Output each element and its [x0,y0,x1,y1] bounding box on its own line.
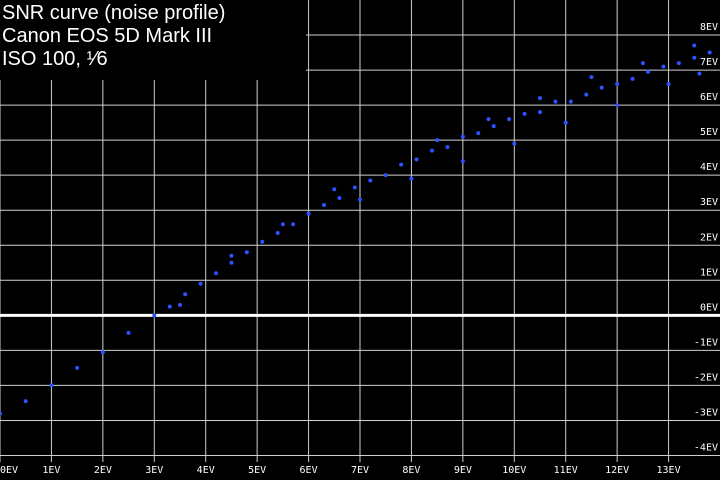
point [198,281,203,286]
point [178,302,182,307]
point [507,117,512,122]
point [460,159,465,164]
y-tick-label: 4EV [700,162,718,173]
point [692,43,697,48]
point [640,61,645,66]
point [522,111,527,116]
x-tick-label: 10EV [502,465,526,476]
y-tick-label: -1EV [694,337,718,348]
x-tick-label: 2EV [94,465,112,476]
point [229,260,234,265]
point [563,120,568,125]
point [260,239,265,244]
point [512,141,517,146]
point [229,253,234,258]
point [666,82,671,87]
point [538,96,542,101]
title-line: ISO 100, ¹⁄6 [2,48,108,70]
point [599,85,604,90]
y-tick-label: 1EV [700,267,718,278]
point [306,211,311,216]
y-tick-label: 8EV [700,22,718,33]
point [589,75,594,80]
point [244,250,249,255]
point [332,187,337,192]
x-tick-label: 6EV [300,465,318,476]
point [152,313,157,318]
x-tick-label: 0EV [0,465,18,476]
x-tick-label: 7EV [351,465,369,476]
point [430,148,434,153]
point [280,222,285,227]
point [697,71,702,76]
title-box [0,0,306,80]
y-tick-label: -3EV [694,407,718,418]
point [214,271,218,276]
point [352,185,357,190]
point [75,365,80,370]
point [615,82,620,87]
point [275,230,280,235]
point [661,64,666,69]
point [167,304,172,309]
y-tick-label: -4EV [694,442,718,453]
point [553,99,558,104]
point [126,330,131,335]
y-tick-label: 5EV [700,127,718,138]
point [183,292,188,297]
x-tick-label: 12EV [605,465,629,476]
x-tick-label: 3EV [145,465,163,476]
x-tick-label: 11EV [554,465,578,476]
point [460,134,465,139]
point [476,131,481,136]
x-tick-label: 5EV [248,465,266,476]
point [630,76,635,81]
point [100,350,105,355]
point [568,99,573,104]
point [368,178,373,183]
title-line: Canon EOS 5D Mark III [2,25,212,47]
point [409,176,414,181]
point [49,383,54,388]
point [491,124,496,129]
point [445,145,450,150]
point [435,138,440,143]
x-tick-label: 13EV [657,465,681,476]
point [615,103,620,108]
x-tick-label: 1EV [42,465,60,476]
point [707,50,712,55]
point [337,195,342,200]
point [414,157,419,162]
y-tick-label: -2EV [694,372,718,383]
point [692,55,697,60]
x-tick-label: 8EV [402,465,420,476]
point [0,411,2,416]
point [322,202,326,207]
title-line: SNR curve (noise profile) [2,2,225,24]
point [358,197,362,202]
y-tick-label: 6EV [700,92,718,103]
y-tick-label: 7EV [700,57,718,68]
point [383,173,388,178]
point [584,92,589,97]
y-tick-label: 0EV [700,302,718,313]
y-tick-label: 2EV [700,232,718,243]
point [646,69,650,74]
point [291,222,296,227]
x-tick-label: 9EV [454,465,472,476]
point [676,61,681,66]
y-tick-label: 3EV [700,197,718,208]
point [538,110,542,115]
points [0,43,712,416]
x-tick-label: 4EV [197,465,215,476]
point [23,399,28,404]
point [399,162,404,167]
point [486,117,491,122]
